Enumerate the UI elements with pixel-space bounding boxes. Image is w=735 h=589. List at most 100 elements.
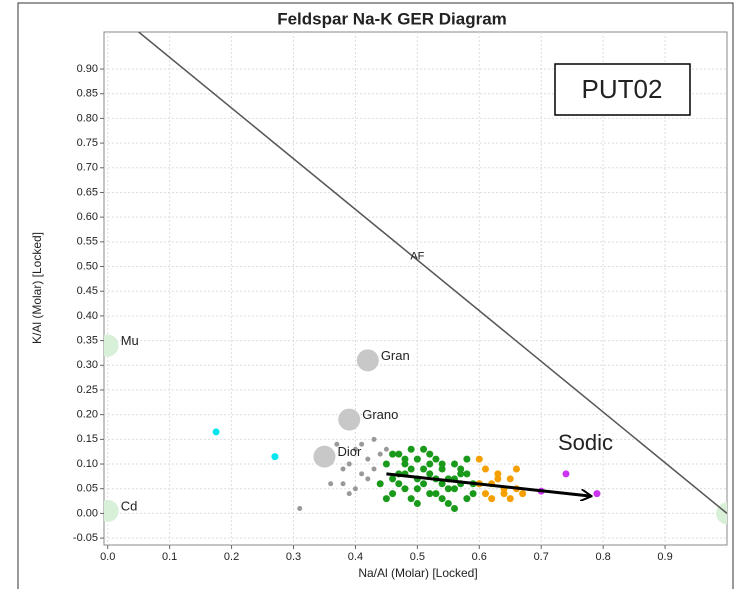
x-axis-label: Na/Al (Molar) [Locked] <box>358 566 477 580</box>
x-tick-label: 0.0 <box>100 551 115 563</box>
reference-point <box>356 349 379 372</box>
y-tick-label: -0.05 <box>73 532 98 544</box>
point <box>271 453 279 461</box>
y-tick-label: 0.40 <box>77 310 98 322</box>
point <box>401 460 409 468</box>
point <box>426 450 434 458</box>
reference-point <box>338 408 361 431</box>
point <box>438 480 446 488</box>
point <box>463 495 471 503</box>
point <box>389 490 397 498</box>
point <box>444 500 452 508</box>
y-tick-label: 0.15 <box>77 433 98 445</box>
point <box>500 490 508 498</box>
point <box>413 455 421 463</box>
point <box>371 466 377 472</box>
x-tick-label: 0.4 <box>348 551 363 563</box>
label-box <box>554 63 691 116</box>
point <box>382 460 390 468</box>
point <box>413 485 421 493</box>
reference-point <box>716 502 727 525</box>
x-tick-label: 0.9 <box>657 551 672 563</box>
point <box>444 485 452 493</box>
point <box>382 495 390 503</box>
point <box>438 465 446 473</box>
point <box>420 465 428 473</box>
point <box>383 446 389 452</box>
point <box>451 504 459 512</box>
reference-label: Cd <box>121 498 138 513</box>
point <box>438 460 446 468</box>
point <box>506 495 514 503</box>
reference-point <box>104 334 119 357</box>
point <box>352 486 358 492</box>
x-tick-label: 0.7 <box>534 551 549 563</box>
reference-label: Dior <box>337 444 362 459</box>
point <box>420 445 428 453</box>
point <box>457 470 465 478</box>
reference-label: Mu <box>121 333 139 348</box>
y-tick-label: 0.05 <box>77 483 98 495</box>
point <box>328 481 334 487</box>
point <box>376 480 384 488</box>
y-tick-label: 0.85 <box>77 88 98 100</box>
y-tick-label: 0.45 <box>77 285 98 297</box>
point <box>475 455 483 463</box>
point <box>432 455 440 463</box>
y-tick-label: 0.25 <box>77 384 98 396</box>
y-tick-label: 0.10 <box>77 458 98 470</box>
point <box>371 436 377 442</box>
y-tick-label: 0.60 <box>77 211 98 223</box>
point <box>438 495 446 503</box>
x-tick-label: 0.8 <box>595 551 610 563</box>
point <box>359 441 365 447</box>
point <box>451 460 459 468</box>
point <box>512 465 520 473</box>
x-tick-label: 0.2 <box>224 551 239 563</box>
point <box>420 480 428 488</box>
point <box>407 495 415 503</box>
point <box>463 470 471 478</box>
y-tick-label: 0.65 <box>77 186 98 198</box>
point <box>352 446 358 452</box>
arrow-label: Sodic <box>558 430 613 455</box>
y-tick-label: 0.30 <box>77 359 98 371</box>
x-tick-label: 0.1 <box>162 551 177 563</box>
point <box>426 460 434 468</box>
y-tick-label: 0.00 <box>77 507 98 519</box>
point <box>506 475 514 483</box>
y-tick-label: 0.90 <box>77 63 98 75</box>
reference-point <box>313 445 336 468</box>
point <box>346 461 352 467</box>
point <box>562 470 570 478</box>
point <box>389 475 397 483</box>
point <box>426 470 434 478</box>
y-axis-label: K/Al (Molar) [Locked] <box>30 232 44 344</box>
chart-title: Feldspar Na-K GER Diagram <box>277 9 507 28</box>
point <box>365 456 371 462</box>
point <box>340 481 346 487</box>
point <box>469 490 477 498</box>
x-tick-label: 0.5 <box>410 551 425 563</box>
point <box>212 428 220 436</box>
point <box>346 491 352 497</box>
point <box>401 455 409 463</box>
point <box>365 476 371 482</box>
point <box>494 470 502 478</box>
point <box>519 490 527 498</box>
point <box>340 466 346 472</box>
point <box>432 490 440 498</box>
reference-label: Gran <box>381 348 410 363</box>
box-label: PUT02 <box>582 74 663 104</box>
point <box>401 485 409 493</box>
point <box>395 450 403 458</box>
line <box>138 32 727 514</box>
arrow <box>386 472 590 496</box>
point <box>407 465 415 473</box>
reference-label: Grano <box>362 407 398 422</box>
point <box>463 455 471 463</box>
y-tick-label: 0.75 <box>77 137 98 149</box>
point <box>457 465 465 473</box>
point <box>407 445 415 453</box>
y-tick-label: 0.35 <box>77 334 98 346</box>
